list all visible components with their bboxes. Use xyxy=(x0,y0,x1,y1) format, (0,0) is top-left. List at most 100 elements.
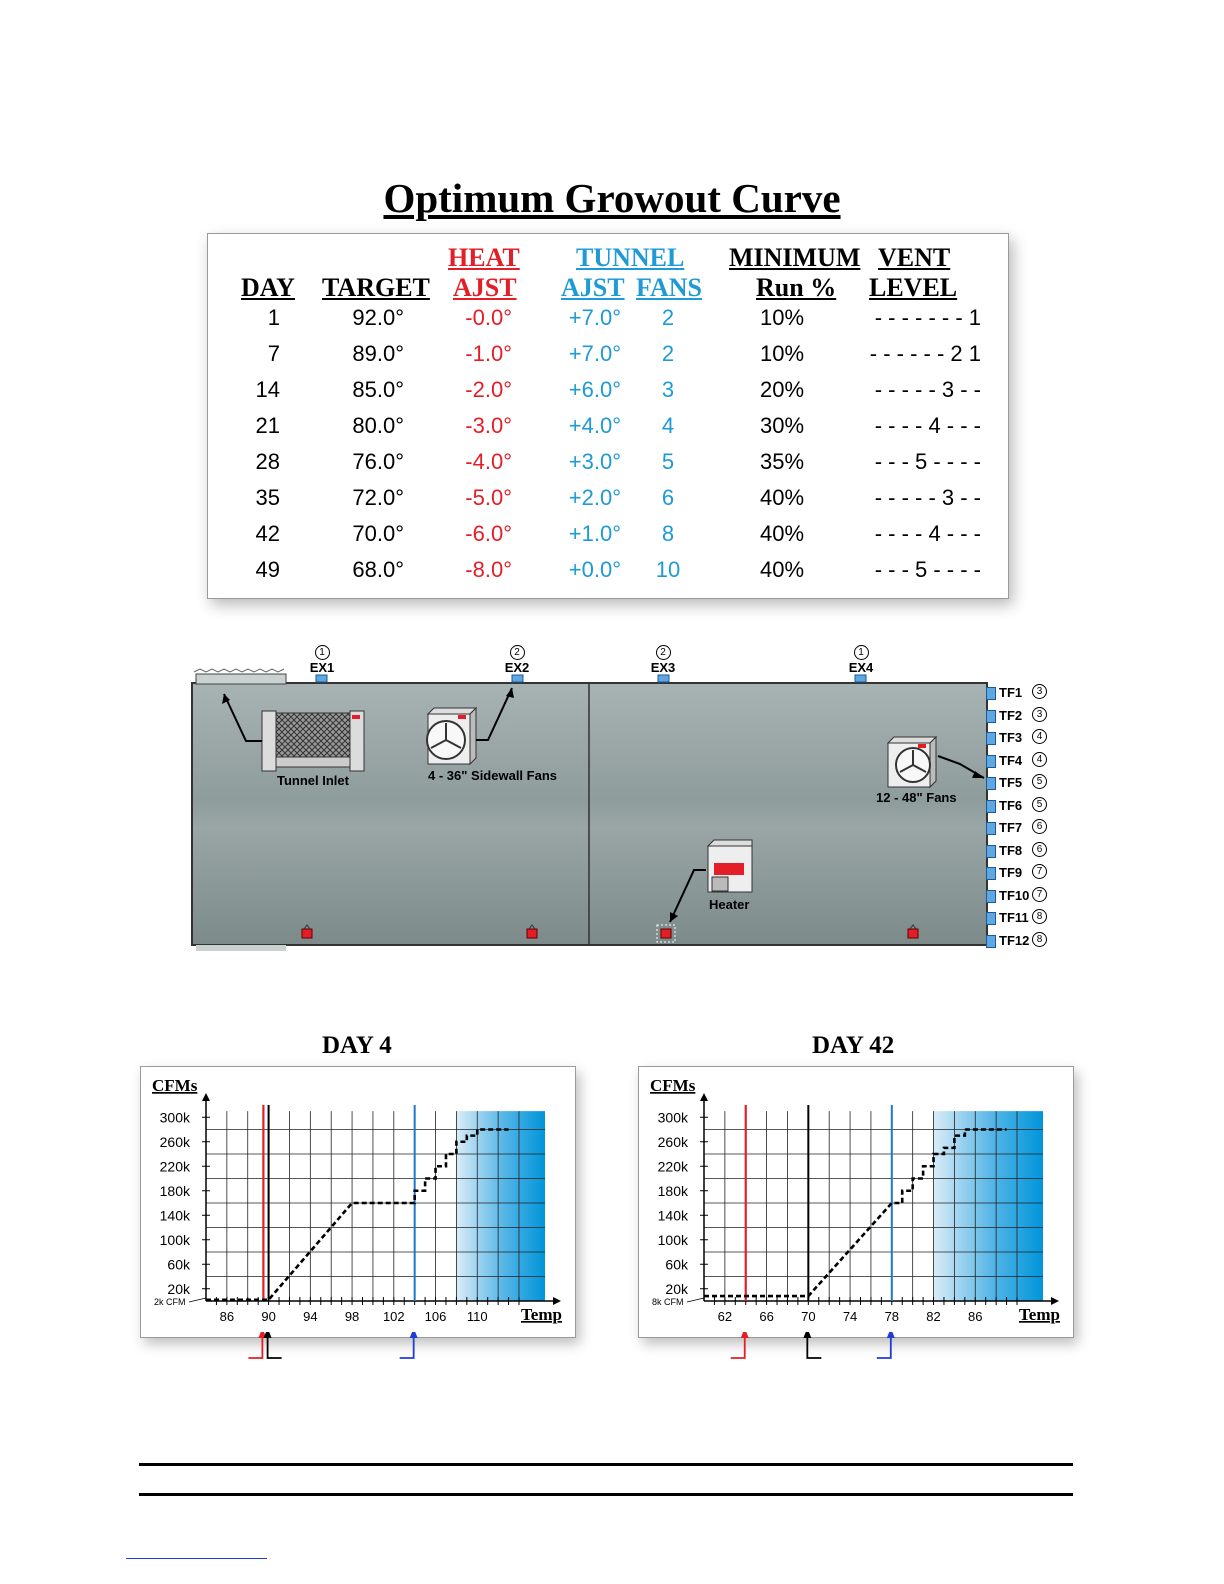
y-tick-label: 140k xyxy=(658,1207,689,1223)
tunnel-fan-level: 3 xyxy=(1032,706,1047,722)
tunnel-zone xyxy=(456,1111,545,1301)
tunnel-fan-box xyxy=(986,912,996,925)
tunnel-fan-label: TF8 xyxy=(999,842,1023,858)
floor-heater-icon xyxy=(907,924,919,939)
x-tick-label: 74 xyxy=(843,1309,857,1324)
tunnel-fan-label: TF1 xyxy=(999,685,1023,700)
cell-heat: -8.0° xyxy=(465,557,512,582)
y-tick-label: 140k xyxy=(160,1207,191,1223)
tunnel-fan-level: 3 xyxy=(1032,684,1047,699)
cell-run: 40% xyxy=(759,521,805,546)
marker-arrow xyxy=(266,1334,282,1359)
cell-level: - - - - - 3 - - xyxy=(874,485,981,510)
cell-heat: -3.0° xyxy=(465,413,512,438)
y-min-label: 8k CFM xyxy=(652,1297,684,1307)
x-tick-label: 86 xyxy=(220,1309,234,1324)
cell-level: - - - - 4 - - - xyxy=(874,413,981,438)
tunnel-fan-box xyxy=(986,709,996,723)
heater-label: Heater xyxy=(709,897,750,912)
chart-day4: 86 90 94 98 102 106 110 300k 260k 220k 180k 140k 100… xyxy=(140,1066,576,1338)
footnote-rule xyxy=(126,1558,267,1559)
cell-run: 10% xyxy=(759,341,805,366)
x-tick-label: 90 xyxy=(261,1309,275,1324)
growout-table: HEAT TUNNEL MINIMUM VENT DAY TARGET AJST… xyxy=(207,233,1009,599)
x-tick-label: 86 xyxy=(968,1309,982,1324)
cell-tunnel: +7.0° xyxy=(568,341,621,366)
day-header: DAY xyxy=(241,273,295,302)
x-axis-label: Temp xyxy=(521,1305,562,1324)
y-axis-label: CFMs xyxy=(152,1076,198,1095)
tunnel-fan-box xyxy=(986,867,996,880)
tunnel-fan-label: TF5 xyxy=(999,775,1023,790)
heater-icon xyxy=(706,839,753,893)
tunnel-fan-level: 8 xyxy=(1032,931,1047,947)
x-tick-label: 106 xyxy=(425,1309,447,1324)
ex2-text: EX2 xyxy=(504,660,530,675)
y-tick-label: 260k xyxy=(658,1134,689,1150)
y-min-pointer xyxy=(686,1297,705,1303)
cell-level: - - - - 4 - - - xyxy=(874,521,981,546)
ex2-level: 2 xyxy=(509,645,525,660)
y-axis-arrow xyxy=(202,1093,210,1101)
level-header: LEVEL xyxy=(869,273,958,302)
marker-arrow-head xyxy=(409,1332,418,1338)
tunnel-fans-label: 12 - 48" Fans xyxy=(876,790,957,805)
tunnel-fan-level: 8 xyxy=(1032,909,1047,924)
x-axis-arrow xyxy=(1051,1297,1059,1305)
cell-heat: -5.0° xyxy=(465,485,512,510)
cell-level: - - - - - 3 - - xyxy=(874,377,981,402)
tunnel-ajst-header: AJST xyxy=(561,273,625,302)
y-tick-label: 60k xyxy=(665,1256,689,1272)
tunnel-fan-level: 6 xyxy=(1032,841,1047,857)
tunnel-fan-label: TF10 xyxy=(999,887,1030,903)
heat-ajst-header: AJST xyxy=(453,273,517,302)
cell-tunnel: +0.0° xyxy=(568,557,621,582)
marker-arrow xyxy=(806,1334,822,1359)
tunnel-fan-label: TF4 xyxy=(999,752,1023,768)
tunnel-fan-box xyxy=(986,687,996,700)
ex3-text: EX3 xyxy=(650,660,676,675)
marker-arrow-head xyxy=(803,1332,812,1338)
tunnel-fan-level: 5 xyxy=(1032,774,1047,789)
ex3-box xyxy=(657,674,670,683)
ex1-level: 1 xyxy=(314,645,330,660)
y-tick-label: 220k xyxy=(160,1158,191,1174)
y-tick-label: 100k xyxy=(658,1232,689,1248)
tunnel-fan-box xyxy=(986,934,996,948)
cell-fans: 3 xyxy=(661,377,675,402)
sidewall-arrow xyxy=(476,687,513,741)
marker-arrow xyxy=(399,1334,415,1359)
cell-target: 70.0° xyxy=(352,521,404,546)
cfm-curve xyxy=(206,1128,509,1302)
cell-level: - - - - - - 2 1 xyxy=(869,341,981,366)
y-tick-label: 220k xyxy=(658,1158,689,1174)
ex1-label: 1 EX1 xyxy=(309,643,335,675)
floor-heater-icon xyxy=(526,924,538,939)
cell-run: 40% xyxy=(759,557,805,582)
cell-run: 30% xyxy=(759,413,805,438)
heater-arrow xyxy=(669,869,706,923)
cell-fans: 5 xyxy=(661,449,675,474)
marker-arrow xyxy=(730,1334,746,1359)
marker-arrow-head xyxy=(886,1332,895,1338)
chart-day42: 62 66 70 74 78 82 86 300k 260k 220k 180k 140k 100k 60… xyxy=(638,1066,1074,1338)
minimum-header: MINIMUM xyxy=(729,243,861,272)
cell-day: 21 xyxy=(255,413,280,438)
y-axis-arrow xyxy=(700,1093,708,1101)
tunnel-inlet-icon xyxy=(261,710,365,772)
tunnel-fan-label: TF12 xyxy=(999,932,1030,948)
ex1-box xyxy=(315,674,328,683)
x-tick-label: 98 xyxy=(345,1309,359,1324)
x-tick-label: 78 xyxy=(885,1309,899,1324)
floor-heater-icon xyxy=(656,924,676,943)
x-tick-label: 82 xyxy=(926,1309,940,1324)
chart-title-day42: DAY 42 xyxy=(812,1032,895,1059)
x-tick-label: 62 xyxy=(718,1309,732,1324)
tunnel-curtain xyxy=(195,673,287,685)
tunnel-fan-box xyxy=(986,822,996,835)
cell-heat: -6.0° xyxy=(465,521,512,546)
cell-fans: 10 xyxy=(655,557,681,582)
cell-run: 10% xyxy=(759,305,805,330)
cell-day: 28 xyxy=(255,449,280,474)
cell-tunnel: +6.0° xyxy=(568,377,621,402)
